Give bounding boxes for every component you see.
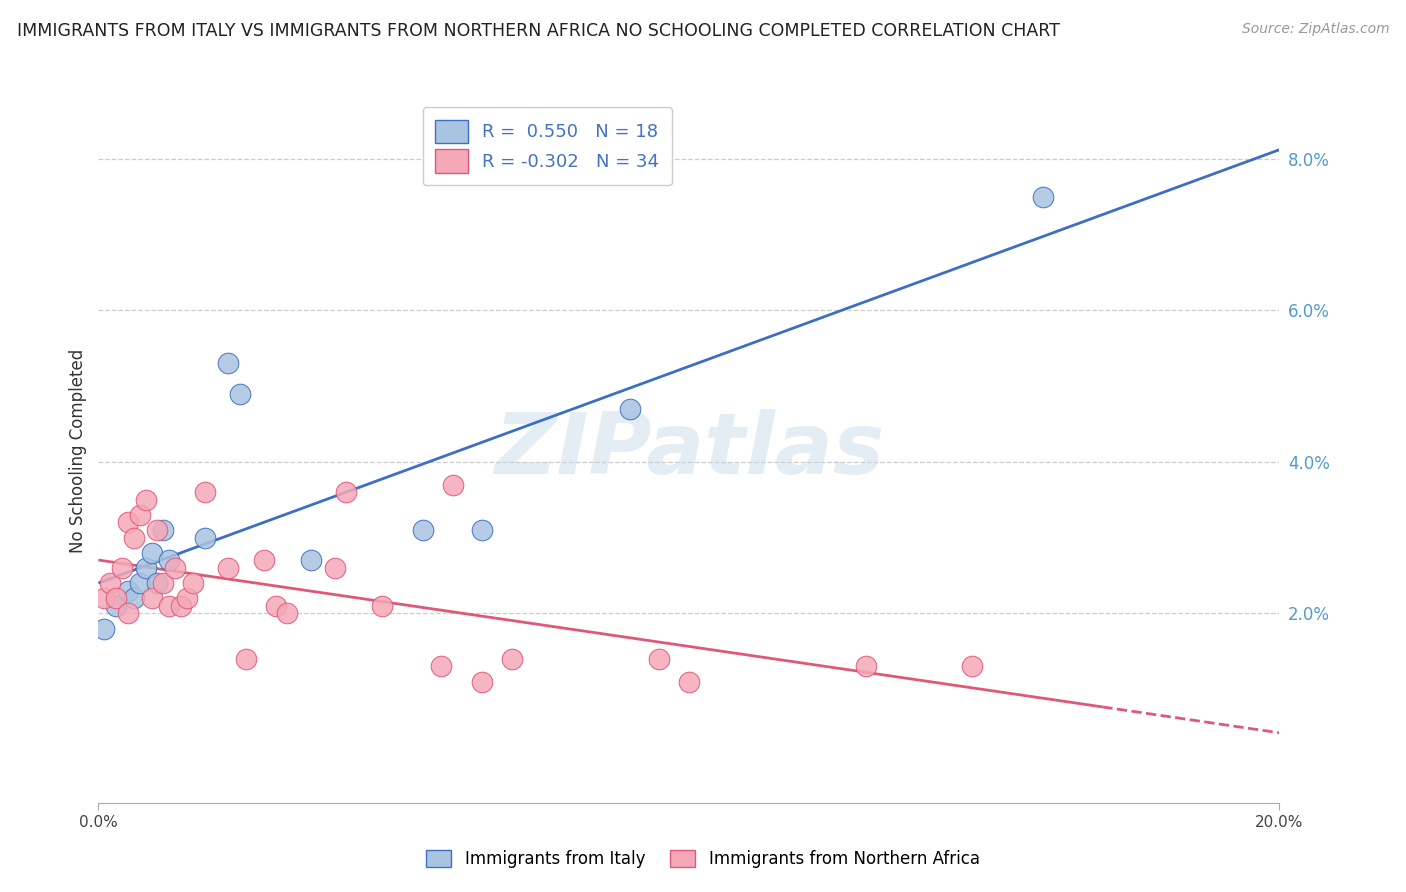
Point (141, 591, 163, 606)
Point (323, 561, 346, 575)
Point (229, 386, 252, 401)
Legend: R =  0.550   N = 18, R = -0.302   N = 34: R = 0.550 N = 18, R = -0.302 N = 34 (423, 107, 672, 186)
Point (141, 546, 163, 560)
Point (181, 576, 204, 591)
Point (335, 485, 357, 500)
Point (217, 356, 239, 370)
Point (122, 591, 145, 606)
Point (276, 607, 298, 621)
Point (194, 485, 217, 500)
Point (105, 591, 128, 606)
Point (371, 599, 394, 613)
Point (146, 576, 169, 591)
Point (471, 523, 494, 537)
Legend: Immigrants from Italy, Immigrants from Northern Africa: Immigrants from Italy, Immigrants from N… (420, 843, 986, 875)
Point (152, 576, 174, 591)
Point (170, 599, 193, 613)
Text: ZIPatlas: ZIPatlas (494, 409, 884, 492)
Point (264, 599, 287, 613)
Point (235, 652, 257, 666)
Point (441, 477, 464, 491)
Point (962, 659, 984, 673)
Point (648, 652, 671, 666)
Point (412, 523, 434, 537)
Point (157, 553, 180, 567)
Point (117, 583, 139, 598)
Y-axis label: No Schooling Completed: No Schooling Completed (69, 349, 87, 552)
Point (471, 674, 494, 689)
Point (501, 652, 523, 666)
Point (176, 591, 198, 606)
Text: Source: ZipAtlas.com: Source: ZipAtlas.com (1241, 22, 1389, 37)
Point (855, 659, 877, 673)
Point (93, 591, 115, 606)
Point (299, 553, 322, 567)
Point (135, 561, 157, 575)
Point (152, 523, 174, 537)
Point (194, 531, 217, 545)
Point (128, 576, 150, 591)
Point (619, 401, 641, 416)
Point (1032, 189, 1054, 203)
Point (217, 561, 239, 575)
Point (146, 523, 169, 537)
Point (135, 492, 157, 507)
Point (111, 561, 134, 575)
Point (117, 516, 139, 530)
Point (157, 599, 180, 613)
Point (98, 576, 121, 591)
Point (93, 622, 115, 636)
Point (122, 531, 145, 545)
Text: IMMIGRANTS FROM ITALY VS IMMIGRANTS FROM NORTHERN AFRICA NO SCHOOLING COMPLETED : IMMIGRANTS FROM ITALY VS IMMIGRANTS FROM… (17, 22, 1060, 40)
Point (105, 599, 128, 613)
Point (165, 561, 187, 575)
Point (678, 674, 700, 689)
Point (117, 607, 139, 621)
Point (253, 553, 276, 567)
Point (430, 659, 453, 673)
Point (128, 508, 150, 522)
